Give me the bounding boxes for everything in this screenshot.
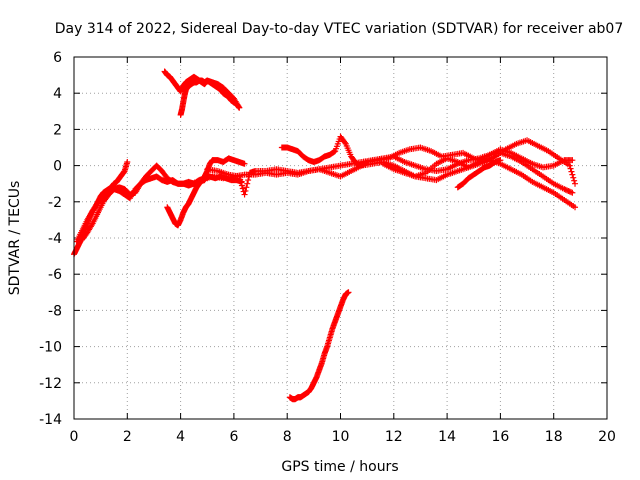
x-tick-label: 12 xyxy=(385,429,403,445)
y-axis-title: SDTVAR / TECUs xyxy=(7,181,23,296)
data-point xyxy=(341,139,348,146)
series-arc-morning-dip xyxy=(164,155,248,229)
y-tick-label: 0 xyxy=(53,159,62,175)
chart-title: Day 314 of 2022, Sidereal Day-to-day VTE… xyxy=(55,21,624,37)
y-tick-label: -2 xyxy=(48,195,62,211)
data-point xyxy=(246,173,253,180)
plot-area-frame xyxy=(73,56,608,420)
y-tick-label: -4 xyxy=(48,231,62,247)
y-tick-label: 4 xyxy=(53,86,62,102)
data-point xyxy=(569,157,576,164)
axis-ticks: 0 2 4 6 8 10 12 14 16 18 20 -14 -12 -10 -8 -6 -4 -2 0 2 4 6 xyxy=(39,50,616,445)
y-tick-label: -12 xyxy=(39,376,62,392)
data-point xyxy=(244,180,251,187)
data-point xyxy=(241,160,248,167)
data-point xyxy=(568,168,575,175)
data-point xyxy=(572,180,579,187)
grid xyxy=(74,57,607,419)
series-arc-morning-upper xyxy=(161,68,243,111)
x-tick-label: 6 xyxy=(229,429,238,445)
data-point xyxy=(243,184,250,191)
series-arc-afternoon-wavy xyxy=(380,146,576,180)
data-point xyxy=(570,174,577,181)
data-point xyxy=(237,176,244,183)
x-axis-title: GPS time / hours xyxy=(281,459,398,475)
data-point xyxy=(245,177,252,184)
data-marks xyxy=(71,68,579,403)
data-point xyxy=(561,186,568,193)
series-arc-steep-rise xyxy=(286,289,352,403)
y-tick-label: -8 xyxy=(48,303,62,319)
y-tick-label: 2 xyxy=(53,122,62,138)
y-tick-label: -10 xyxy=(39,340,62,356)
x-tick-label: 4 xyxy=(176,429,185,445)
series-arc-late-down xyxy=(454,157,504,191)
data-point xyxy=(568,189,575,196)
data-point xyxy=(124,158,131,165)
data-point xyxy=(497,157,504,164)
y-tick-label: -6 xyxy=(48,267,62,283)
data-point xyxy=(242,187,249,194)
data-point xyxy=(564,187,571,194)
data-point xyxy=(569,189,576,196)
x-tick-label: 14 xyxy=(438,429,456,445)
data-point xyxy=(572,204,579,211)
data-point xyxy=(565,187,572,194)
data-point xyxy=(562,186,569,193)
data-point xyxy=(345,289,352,296)
series-arc-morning-upper-b xyxy=(177,77,243,118)
data-point xyxy=(331,148,338,155)
x-tick-label: 0 xyxy=(70,429,79,445)
x-tick-label: 8 xyxy=(283,429,292,445)
data-point xyxy=(569,171,576,178)
x-tick-label: 16 xyxy=(491,429,509,445)
data-point xyxy=(363,159,370,166)
data-point xyxy=(236,173,243,180)
data-point xyxy=(238,179,245,186)
x-tick-label: 18 xyxy=(545,429,563,445)
data-point xyxy=(567,165,574,172)
data-point xyxy=(566,188,573,195)
x-tick-label: 10 xyxy=(332,429,350,445)
y-tick-label: 6 xyxy=(53,50,62,66)
data-point xyxy=(241,191,248,198)
data-point xyxy=(571,177,578,184)
data-point xyxy=(236,104,243,111)
data-point xyxy=(566,162,573,169)
x-tick-label: 2 xyxy=(123,429,132,445)
y-tick-label: -14 xyxy=(39,412,62,428)
x-tick-label: 20 xyxy=(598,429,616,445)
data-point xyxy=(238,182,245,189)
